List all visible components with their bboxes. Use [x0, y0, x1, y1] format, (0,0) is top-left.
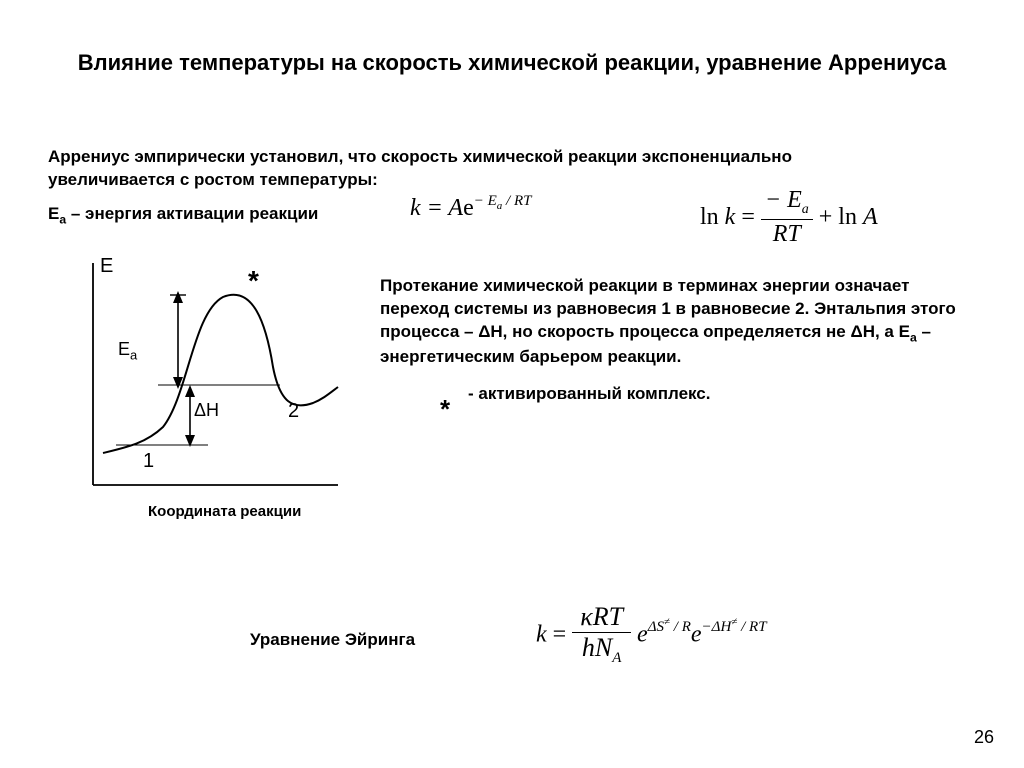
eq2-num-sub: a [802, 202, 809, 217]
diagram-state-1: 1 [143, 450, 154, 473]
intro-text: Аррениус эмпирически установил, что скор… [48, 146, 976, 192]
diagram-ea-sub: a [130, 348, 137, 363]
ea-definition: Ea – энергия активации реакции [48, 204, 318, 226]
page-number: 26 [974, 727, 994, 748]
eq2-num-pre: − E [765, 187, 802, 213]
ea-arrowhead-top [173, 291, 183, 303]
diagram-svg [48, 255, 348, 495]
dh-arrowhead-top [185, 385, 195, 397]
diagram-e-axis-label: E [100, 255, 113, 278]
eq2-fraction: − Ea RT [761, 188, 813, 246]
eq3-exp1: ΔS≠ / R [648, 619, 691, 635]
energy-profile-diagram: E Ea ΔH * 1 2 Координата реакции [48, 255, 348, 545]
diagram-x-axis-label: Координата реакции [148, 503, 301, 520]
ea-prefix: E [48, 204, 59, 223]
eq3-exp2: −ΔH≠ / RT [702, 619, 767, 635]
eq1-lhs: k = A [410, 195, 463, 221]
eq2-tail: + ln A [819, 204, 878, 230]
eq3-exp1-tail: / R [670, 619, 691, 635]
explanation-main: Протекание химической реакции в терминах… [380, 276, 956, 341]
activated-complex-star: * [440, 394, 450, 425]
eq3-k: k [536, 622, 547, 648]
diagram-transition-state-star: * [248, 265, 259, 297]
eq1-exp-tail: / RT [502, 193, 531, 209]
arrhenius-log-equation: ln k = − Ea RT + ln A [700, 188, 878, 246]
eq3-exp2-dh: −ΔH [702, 619, 732, 635]
explanation-paragraph: Протекание химической реакции в терминах… [380, 275, 976, 369]
eq2-den: RT [761, 219, 813, 246]
eq3-fraction: κRT hNA [572, 604, 631, 666]
eq1-e: e [463, 195, 474, 221]
eyring-label: Уравнение Эйринга [250, 630, 415, 650]
eq3-num-rt: RT [593, 602, 623, 631]
eq3-den-hn: hN [582, 633, 612, 662]
eq3-exp1-ds: ΔS [648, 619, 664, 635]
eq3-exp2-tail: / RT [737, 619, 766, 635]
diagram-ea-label: Ea [118, 339, 137, 363]
diagram-dh-label: ΔH [194, 400, 219, 421]
eq3-num-kappa: κ [580, 602, 592, 631]
eq1-exp-pre: − E [474, 193, 497, 209]
eq3-e2: e [691, 622, 702, 648]
explanation-sub: a [910, 330, 917, 344]
eq3-den-sub: A [612, 650, 621, 666]
eq3-e1: e [637, 622, 648, 648]
diagram-state-2: 2 [288, 400, 299, 423]
slide-title: Влияние температуры на скорость химическ… [40, 50, 984, 76]
arrhenius-exponential-equation: k = Ae− Ea / RT [410, 195, 531, 222]
diagram-ea-pre: E [118, 339, 130, 359]
eq3-eq: = [553, 622, 573, 648]
slide: Влияние температуры на скорость химическ… [0, 0, 1024, 768]
reaction-curve [103, 295, 338, 453]
ea-tail: – энергия активации реакции [66, 204, 318, 223]
eq2-ln-lhs: ln k = [700, 204, 761, 230]
activated-complex-text: - активированный комплекс. [468, 384, 710, 404]
eq1-exponent: − Ea / RT [474, 193, 532, 209]
eyring-equation: k = κRT hNA eΔS≠ / Re−ΔH≠ / RT [536, 604, 767, 666]
intro-line-1: Аррениус эмпирически установил, что скор… [48, 147, 792, 166]
